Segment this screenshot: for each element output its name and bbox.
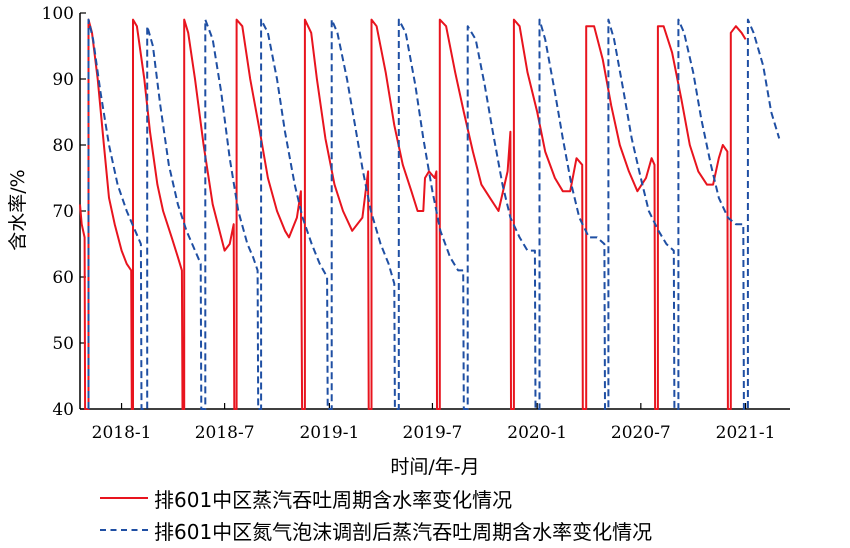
axes: 40 50 60 70 80 90 100 2018-1 2018-7 2019-1 2019-7 2… [42, 4, 790, 443]
y-tick-label: 60 [52, 268, 74, 288]
legend-swatch-dashed [100, 529, 148, 531]
legend-item-series-2: 排601中区氮气泡沫调剖后蒸汽吞吐周期含水率变化情况 [100, 514, 652, 546]
legend-label-series-2: 排601中区氮气泡沫调剖后蒸汽吞吐周期含水率变化情况 [154, 519, 653, 544]
series-line-2 [87, 18, 781, 410]
y-tick-label: 50 [52, 334, 74, 354]
legend-item-series-1: 排601中区蒸汽吞吐周期含水率变化情况 [100, 482, 652, 514]
y-tick-label: 40 [52, 400, 74, 420]
x-tick-label: 2020-1 [507, 423, 567, 443]
y-tick-label: 80 [52, 136, 74, 156]
x-axis-title: 时间/年-月 [390, 456, 479, 478]
y-axis-title: 含水率/% [7, 169, 29, 250]
legend-label-series-1: 排601中区蒸汽吞吐周期含水率变化情况 [154, 487, 513, 512]
x-tick-label: 2018-7 [195, 423, 255, 443]
x-tick-label: 2018-1 [92, 423, 152, 443]
x-tick-label: 2020-7 [611, 423, 671, 443]
legend: 排601中区蒸汽吞吐周期含水率变化情况 排601中区氮气泡沫调剖后蒸汽吞吐周期含… [100, 482, 652, 546]
y-tick-label: 90 [52, 70, 74, 90]
y-tick-label: 100 [42, 4, 74, 24]
y-tick-label: 70 [52, 202, 74, 222]
series-line-1 [79, 18, 747, 410]
x-tick-label: 2021-1 [716, 423, 776, 443]
plot-area [79, 18, 781, 410]
x-tick-label: 2019-1 [299, 423, 359, 443]
x-tick-label: 2019-7 [403, 423, 463, 443]
legend-swatch-solid [100, 497, 148, 499]
water-cut-line-chart: 40 50 60 70 80 90 100 2018-1 2018-7 2019-1 2019-7 2… [7, 4, 790, 478]
